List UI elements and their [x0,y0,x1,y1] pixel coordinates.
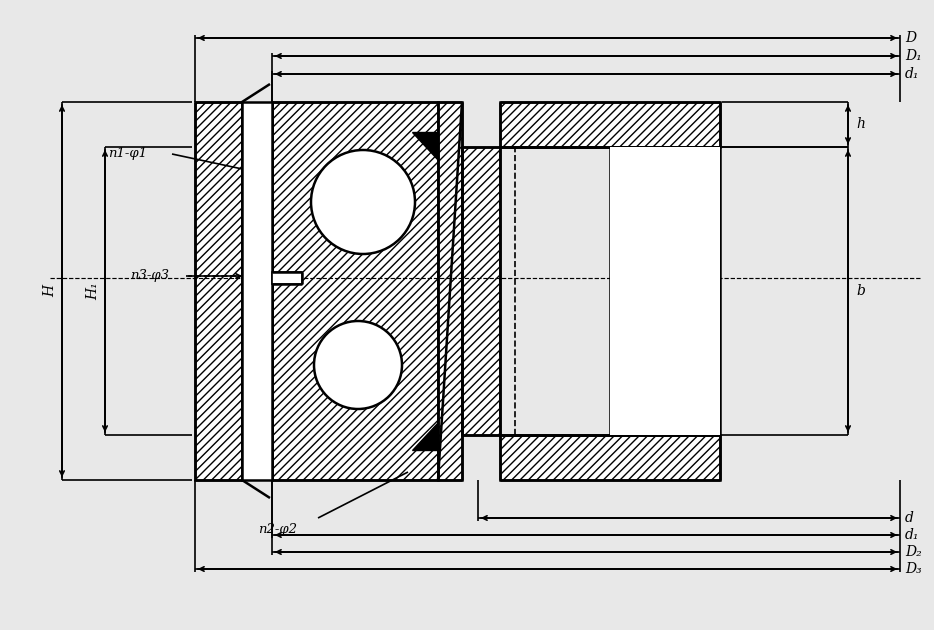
Text: d⁡: d⁡ [905,511,913,525]
Bar [195,102,242,480]
Text: d₁: d₁ [905,67,919,81]
Bar [438,102,462,480]
Text: d₁: d₁ [905,528,919,542]
Text: D₁: D₁ [905,49,922,63]
Bar [272,272,302,284]
Polygon shape [412,132,438,160]
Text: H₁: H₁ [86,282,100,300]
Text: n3-φ3: n3-φ3 [130,270,169,282]
Bar [500,435,720,480]
Circle shape [311,150,415,254]
Bar [242,102,272,480]
Circle shape [314,321,402,409]
Text: H: H [43,285,57,297]
Text: D₃: D₃ [905,562,922,576]
Bar [272,102,438,480]
Bar [500,102,720,147]
Polygon shape [412,422,438,450]
Text: D: D [905,31,916,45]
Text: D₂: D₂ [905,545,922,559]
Text: b: b [856,284,865,298]
Bar [462,147,500,435]
Text: n1-φ1: n1-φ1 [108,147,147,161]
Text: n2-φ2: n2-φ2 [258,524,297,537]
Bar [610,147,720,435]
Text: h: h [856,118,865,132]
